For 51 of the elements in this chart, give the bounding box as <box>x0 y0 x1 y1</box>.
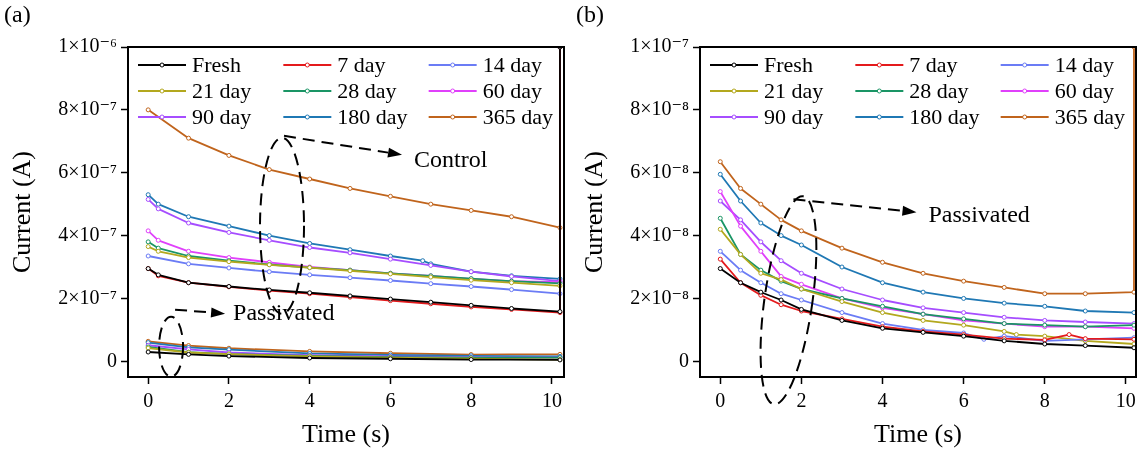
y-tick-label: 1×10⁻⁶ <box>58 34 118 57</box>
x-tick-label: 10 <box>1115 389 1136 412</box>
x-tick-label: 10 <box>541 389 562 412</box>
x-tick-label: 0 <box>715 389 726 412</box>
legend-label: 180 day <box>337 103 408 129</box>
chart-title: (b) <box>576 1 604 28</box>
legend-label: 7 day <box>337 51 386 77</box>
legend-label: Fresh <box>192 51 241 77</box>
x-axis-title: Time (s) <box>302 419 390 449</box>
legend-label: 7 day <box>909 51 958 77</box>
y-axis-title: Current (A) <box>579 150 609 274</box>
legend-label: 180 day <box>909 103 980 129</box>
legend-label: 14 day <box>1054 51 1114 77</box>
legend-label: 365 day <box>1054 103 1125 129</box>
y-tick-label: 6×10⁻⁷ <box>58 159 118 182</box>
legend-label: 90 day <box>192 103 252 129</box>
y-tick-label: 8×10⁻⁸ <box>630 97 690 120</box>
legend-label: 365 day <box>482 103 553 129</box>
x-tick-label: 4 <box>877 389 888 412</box>
y-tick-label: 4×10⁻⁷ <box>58 222 118 245</box>
x-tick-label: 8 <box>466 389 477 412</box>
annotation: Passivated <box>233 298 335 325</box>
chart-title: (a) <box>4 1 31 28</box>
y-tick-label: 0 <box>679 348 689 371</box>
y-tick-label: 6×10⁻⁸ <box>630 159 690 182</box>
legend-label: 60 day <box>482 77 542 103</box>
x-tick-label: 8 <box>1039 389 1050 412</box>
y-axis-title: Current (A) <box>7 150 37 274</box>
x-tick-label: 6 <box>958 389 969 412</box>
x-tick-label: 2 <box>796 389 807 412</box>
legend-label: 90 day <box>764 103 824 129</box>
x-tick-label: 0 <box>143 389 154 412</box>
legend-label: 21 day <box>764 77 824 103</box>
y-tick-label: 1×10⁻⁷ <box>630 34 690 57</box>
y-tick-label: 8×10⁻⁷ <box>58 97 118 120</box>
legend-label: Fresh <box>764 51 813 77</box>
x-tick-label: 4 <box>304 389 315 412</box>
y-tick-label: 0 <box>107 348 117 371</box>
legend-label: 28 day <box>337 77 397 103</box>
legend-label: 14 day <box>482 51 542 77</box>
x-axis-title: Time (s) <box>874 419 962 449</box>
annotation: Control <box>414 146 488 173</box>
x-tick-label: 2 <box>223 389 234 412</box>
y-tick-label: 4×10⁻⁸ <box>630 222 690 245</box>
legend-label: 60 day <box>1054 77 1114 103</box>
annotation: Passivated <box>928 200 1030 227</box>
legend-label: 21 day <box>192 77 252 103</box>
legend-label: 28 day <box>909 77 969 103</box>
x-tick-label: 6 <box>385 389 396 412</box>
y-tick-label: 2×10⁻⁷ <box>58 285 118 308</box>
y-tick-label: 2×10⁻⁸ <box>630 285 690 308</box>
